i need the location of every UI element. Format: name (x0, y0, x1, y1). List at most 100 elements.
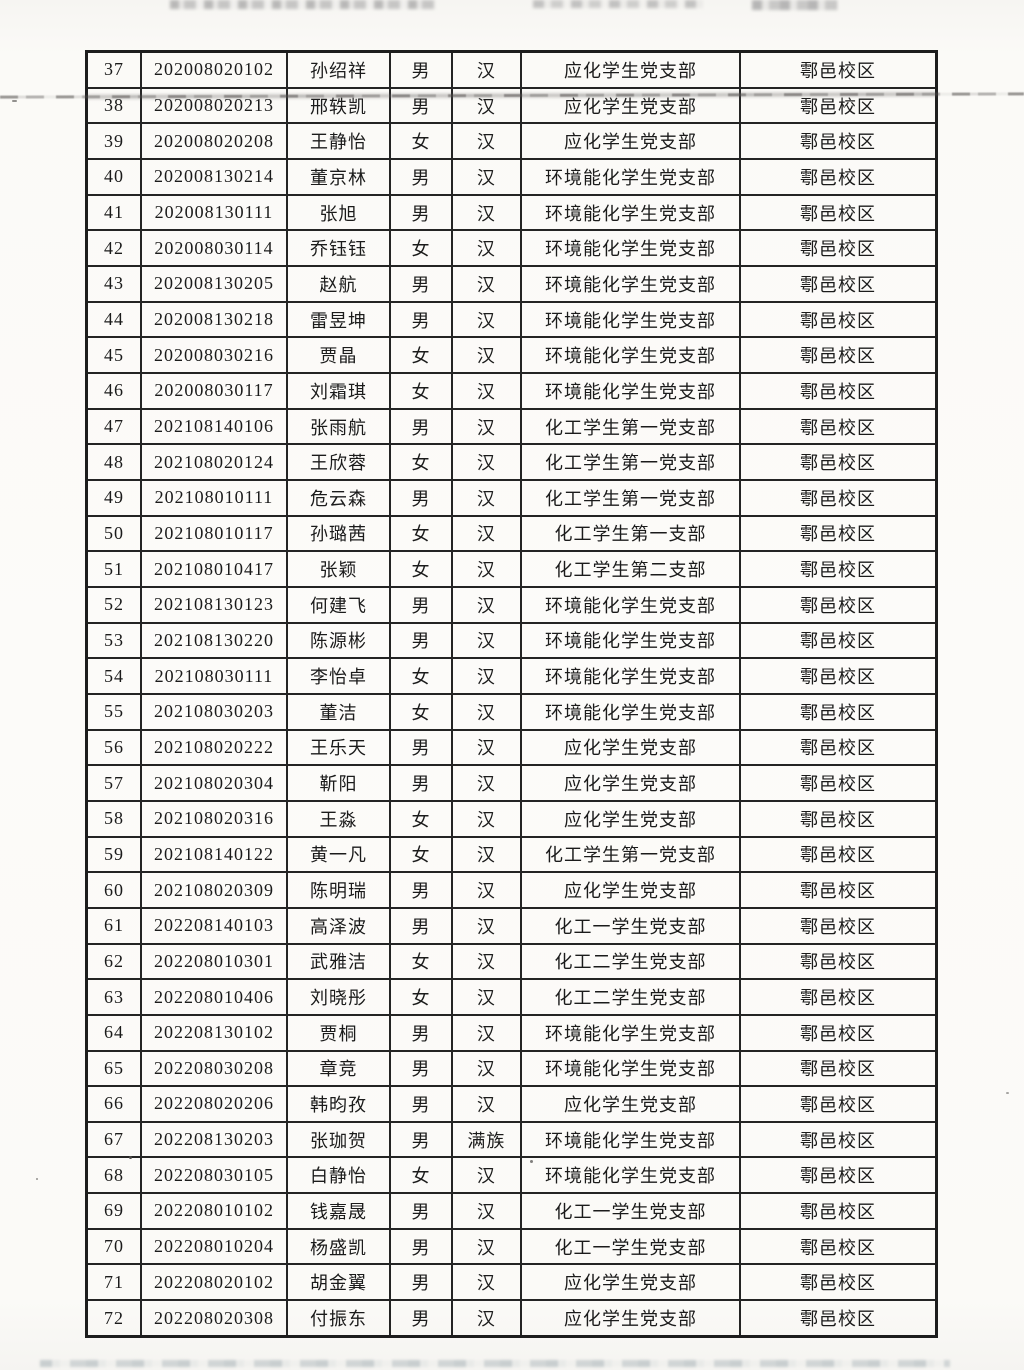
cell-student-id: 202208010301 (139, 942, 289, 981)
cell-gender: 男 (388, 1192, 453, 1230)
cell-party-branch: 环境能化学生党支部 (519, 193, 742, 232)
cell-party-branch: 环境能化学生党支部 (519, 621, 742, 660)
cell-student-id: 202208030208 (139, 1049, 289, 1088)
cell-campus: 鄠邑校区 (739, 158, 938, 196)
cell-campus: 鄠邑校区 (739, 1227, 938, 1266)
cell-party-branch: 环境能化学生党支部 (519, 1013, 742, 1052)
scan-artifact-top-smudge (752, 0, 837, 10)
table-row: 59 202108140122 黄一凡 女 汉 化工学生第一党支部 鄠邑校区 (85, 835, 938, 874)
cell-campus: 鄠邑校区 (739, 1156, 938, 1195)
cell-campus: 鄠邑校区 (739, 50, 938, 89)
cell-ethnicity: 汉 (450, 1085, 522, 1123)
table-row: 48 202108020124 王欣蓉 女 汉 化工学生第一党支部 鄠邑校区 (85, 443, 938, 481)
cell-sequence-number: 54 (85, 657, 142, 695)
cell-gender: 男 (388, 585, 453, 624)
cell-party-branch: 环境能化学生党支部 (519, 336, 742, 375)
cell-student-id: 202008020102 (139, 50, 289, 89)
cell-party-branch: 化工学生第一党支部 (519, 407, 742, 446)
cell-ethnicity: 汉 (450, 906, 522, 945)
cell-gender: 男 (388, 1085, 453, 1123)
cell-student-id: 202208130102 (139, 1013, 289, 1052)
cell-gender: 男 (388, 265, 453, 303)
cell-gender: 男 (388, 1263, 453, 1302)
cell-gender: 男 (388, 621, 453, 660)
cell-gender: 女 (388, 978, 453, 1016)
cell-ethnicity: 汉 (450, 1299, 522, 1338)
cell-name: 陈源彬 (286, 621, 391, 660)
cell-name: 贾桐 (286, 1013, 391, 1052)
cell-name: 黄一凡 (286, 835, 391, 874)
cell-campus: 鄠邑校区 (739, 1085, 938, 1123)
table-row: 54 202108030111 李怡卓 女 汉 环境能化学生党支部 鄠邑校区 (85, 657, 938, 695)
cell-campus: 鄠邑校区 (739, 1192, 938, 1230)
cell-campus: 鄠邑校区 (739, 336, 938, 375)
cell-name: 王淼 (286, 799, 391, 838)
cell-sequence-number: 43 (85, 265, 142, 303)
cell-student-id: 202008020208 (139, 122, 289, 161)
cell-party-branch: 应化学生党支部 (519, 1263, 742, 1302)
cell-ethnicity: 汉 (450, 1227, 522, 1266)
cell-party-branch: 化工学生第一党支部 (519, 479, 742, 517)
cell-party-branch: 环境能化学生党支部 (519, 265, 742, 303)
cell-gender: 女 (388, 835, 453, 874)
cell-student-id: 202108020124 (139, 443, 289, 481)
cell-sequence-number: 44 (85, 300, 142, 339)
cell-campus: 鄠邑校区 (739, 585, 938, 624)
cell-ethnicity: 汉 (450, 1049, 522, 1088)
cell-name: 高泽波 (286, 906, 391, 945)
table-row: 60 202108020309 陈明瑞 男 汉 应化学生党支部 鄠邑校区 (85, 871, 938, 909)
cell-campus: 鄠邑校区 (739, 1299, 938, 1338)
cell-sequence-number: 68 (85, 1156, 142, 1195)
cell-ethnicity: 汉 (450, 1013, 522, 1052)
table-row: 53 202108130220 陈源彬 男 汉 环境能化学生党支部 鄠邑校区 (85, 621, 938, 660)
cell-ethnicity: 汉 (450, 336, 522, 375)
cell-sequence-number: 38 (85, 86, 142, 125)
cell-party-branch: 应化学生党支部 (519, 764, 742, 802)
cell-sequence-number: 46 (85, 372, 142, 410)
cell-gender: 男 (388, 728, 453, 767)
cell-campus: 鄠邑校区 (739, 657, 938, 695)
cell-student-id: 202008130111 (139, 193, 289, 232)
cell-gender: 女 (388, 657, 453, 695)
cell-gender: 女 (388, 1156, 453, 1195)
cell-party-branch: 环境能化学生党支部 (519, 229, 742, 268)
table-row: 70 202208010204 杨盛凯 男 汉 化工一学生党支部 鄠邑校区 (85, 1227, 938, 1266)
cell-name: 钱嘉晟 (286, 1192, 391, 1230)
table-row: 46 202008030117 刘霜琪 女 汉 环境能化学生党支部 鄠邑校区 (85, 372, 938, 410)
cell-student-id: 202108020309 (139, 871, 289, 909)
table-row: 56 202108020222 王乐天 男 汉 应化学生党支部 鄠邑校区 (85, 728, 938, 767)
cell-gender: 女 (388, 122, 453, 161)
cell-sequence-number: 58 (85, 799, 142, 838)
cell-student-id: 202108020304 (139, 764, 289, 802)
cell-ethnicity: 汉 (450, 229, 522, 268)
cell-party-branch: 环境能化学生党支部 (519, 657, 742, 695)
ink-speck (12, 100, 17, 102)
cell-student-id: 202208020206 (139, 1085, 289, 1123)
cell-sequence-number: 41 (85, 193, 142, 232)
cell-sequence-number: 39 (85, 122, 142, 161)
cell-gender: 女 (388, 799, 453, 838)
cell-ethnicity: 汉 (450, 86, 522, 125)
table-row: 55 202108030203 董洁 女 汉 环境能化学生党支部 鄠邑校区 (85, 692, 938, 731)
cell-party-branch: 化工一学生党支部 (519, 1227, 742, 1266)
cell-ethnicity: 汉 (450, 835, 522, 874)
cell-campus: 鄠邑校区 (739, 229, 938, 268)
table-row: 51 202108010417 张颖 女 汉 化工学生第二支部 鄠邑校区 (85, 550, 938, 588)
cell-ethnicity: 汉 (450, 657, 522, 695)
cell-ethnicity: 汉 (450, 1263, 522, 1302)
cell-party-branch: 化工学生第一党支部 (519, 835, 742, 874)
cell-party-branch: 环境能化学生党支部 (519, 372, 742, 410)
cell-ethnicity: 汉 (450, 443, 522, 481)
cell-name: 刘晓彤 (286, 978, 391, 1016)
cell-student-id: 202108130220 (139, 621, 289, 660)
table-row: 61 202208140103 高泽波 男 汉 化工一学生党支部 鄠邑校区 (85, 906, 938, 945)
cell-name: 陈明瑞 (286, 871, 391, 909)
cell-gender: 男 (388, 193, 453, 232)
cell-sequence-number: 42 (85, 229, 142, 268)
cell-party-branch: 化工学生第二支部 (519, 550, 742, 588)
table-row: 41 202008130111 张旭 男 汉 环境能化学生党支部 鄠邑校区 (85, 193, 938, 232)
cell-name: 靳阳 (286, 764, 391, 802)
cell-student-id: 202108140106 (139, 407, 289, 446)
table-row: 57 202108020304 靳阳 男 汉 应化学生党支部 鄠邑校区 (85, 764, 938, 802)
table-row: 71 202208020102 胡金翼 男 汉 应化学生党支部 鄠邑校区 (85, 1263, 938, 1302)
